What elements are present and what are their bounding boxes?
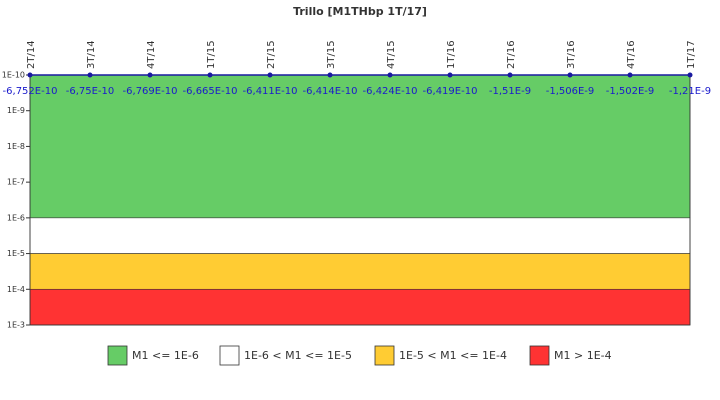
data-point — [627, 72, 633, 78]
x-tick-label: 1T/16 — [446, 40, 457, 69]
legend-label: M1 > 1E-4 — [554, 349, 612, 362]
data-label: -6,665E-10 — [183, 86, 238, 97]
y-tick-label: 1E-10 — [2, 71, 25, 80]
data-point — [327, 72, 333, 78]
data-label: -6,769E-10 — [123, 86, 178, 97]
x-tick-label: 3T/16 — [566, 40, 577, 69]
data-label: -1,51E-9 — [489, 86, 531, 97]
data-point — [27, 72, 33, 78]
data-point — [147, 72, 153, 78]
legend-swatch — [219, 345, 240, 366]
x-tick-label: 2T/16 — [506, 40, 517, 69]
data-label: -6,414E-10 — [303, 86, 358, 97]
x-tick-label: 3T/15 — [326, 40, 337, 69]
data-point — [267, 72, 273, 78]
y-tick-label: 1E-7 — [7, 178, 25, 187]
y-tick-label: 1E-4 — [7, 285, 25, 294]
x-tick-label: 1T/15 — [206, 40, 217, 69]
y-tick-label: 1E-6 — [7, 213, 25, 222]
data-point — [687, 72, 693, 78]
band — [29, 253, 691, 290]
band — [29, 217, 691, 254]
data-point — [447, 72, 453, 78]
legend-swatch — [374, 345, 395, 366]
legend-label: M1 <= 1E-6 — [132, 349, 199, 362]
data-label: -6,75E-10 — [66, 86, 115, 97]
data-point — [87, 72, 93, 78]
data-point — [387, 72, 393, 78]
data-label: -1,502E-9 — [606, 86, 655, 97]
legend-label: 1E-5 < M1 <= 1E-4 — [399, 349, 507, 362]
data-point — [507, 72, 513, 78]
band — [29, 74, 691, 219]
data-point — [207, 72, 213, 78]
x-tick-label: 4T/14 — [146, 40, 157, 69]
data-label: -1,21E-9 — [669, 86, 711, 97]
data-label: -1,506E-9 — [546, 86, 595, 97]
legend-swatch — [529, 345, 550, 366]
y-tick-label: 1E-5 — [7, 249, 25, 258]
band — [29, 288, 691, 326]
y-tick-label: 1E-8 — [7, 142, 25, 151]
x-tick-label: 4T/16 — [626, 40, 637, 69]
data-label: -6,411E-10 — [243, 86, 298, 97]
y-tick-label: 1E-3 — [7, 321, 25, 330]
x-tick-label: 3T/14 — [86, 40, 97, 69]
data-point — [567, 72, 573, 78]
data-label: -6,752E-10 — [3, 86, 58, 97]
y-tick-label: 1E-9 — [7, 106, 25, 115]
data-label: -6,419E-10 — [423, 86, 478, 97]
chart-title: Trillo [M1THbp 1T/17] — [293, 5, 427, 18]
x-tick-label: 2T/14 — [26, 40, 37, 69]
x-tick-label: 1T/17 — [686, 40, 697, 69]
data-label: -6,424E-10 — [363, 86, 418, 97]
x-tick-label: 4T/15 — [386, 40, 397, 69]
x-tick-label: 2T/15 — [266, 40, 277, 69]
legend-label: 1E-6 < M1 <= 1E-5 — [244, 349, 352, 362]
legend-swatch — [107, 345, 128, 366]
